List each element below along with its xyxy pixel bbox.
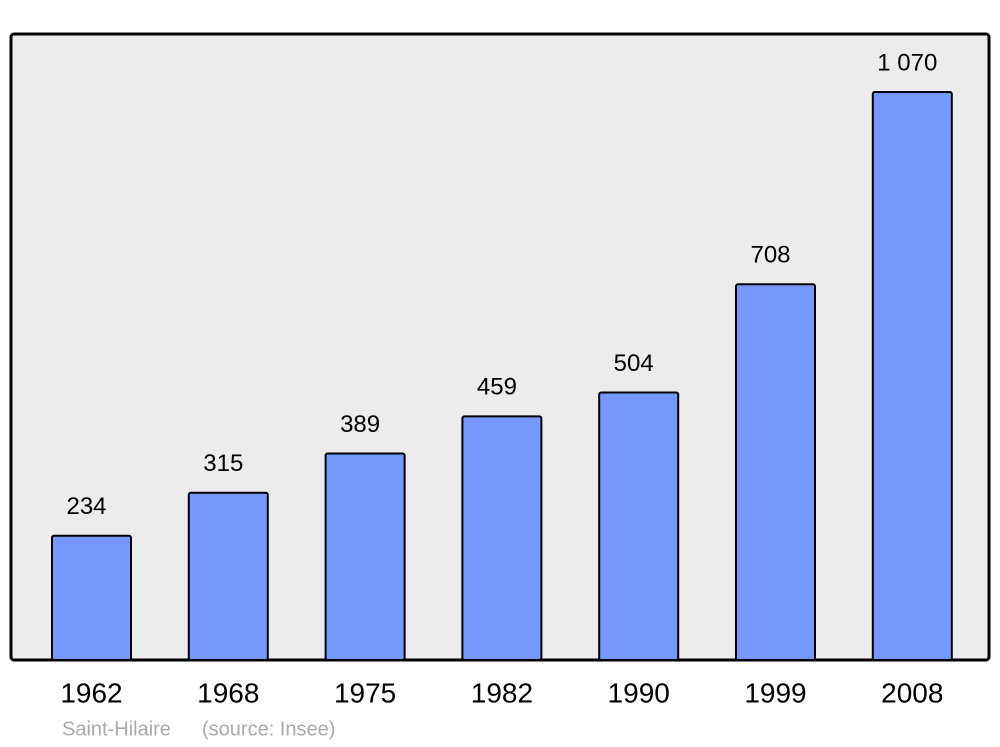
x-tick-label: 2008 — [881, 677, 943, 708]
source: (source: Insee) — [202, 718, 335, 740]
x-tick-label: 1968 — [197, 677, 259, 708]
value-label: 504 — [614, 350, 654, 377]
x-tick-label: 1999 — [744, 677, 806, 708]
value-label: 708 — [750, 242, 790, 269]
bar — [187, 491, 269, 661]
value-label: 389 — [340, 411, 380, 438]
x-tick-label: 1975 — [334, 677, 396, 708]
bar — [871, 91, 953, 661]
bar — [324, 452, 406, 661]
value-label: 315 — [203, 450, 243, 477]
chart-title: Saint-Hilaire — [62, 718, 171, 740]
x-tick-label: 1982 — [471, 677, 533, 708]
value-label: 234 — [66, 493, 106, 520]
bar — [598, 391, 680, 661]
value-label: 1 070 — [877, 49, 937, 76]
x-tick-label: 1962 — [60, 677, 122, 708]
bar — [461, 415, 543, 661]
bar — [51, 534, 132, 661]
bar — [735, 283, 816, 661]
value-label: 459 — [477, 374, 517, 401]
x-tick-label: 1990 — [608, 677, 670, 708]
